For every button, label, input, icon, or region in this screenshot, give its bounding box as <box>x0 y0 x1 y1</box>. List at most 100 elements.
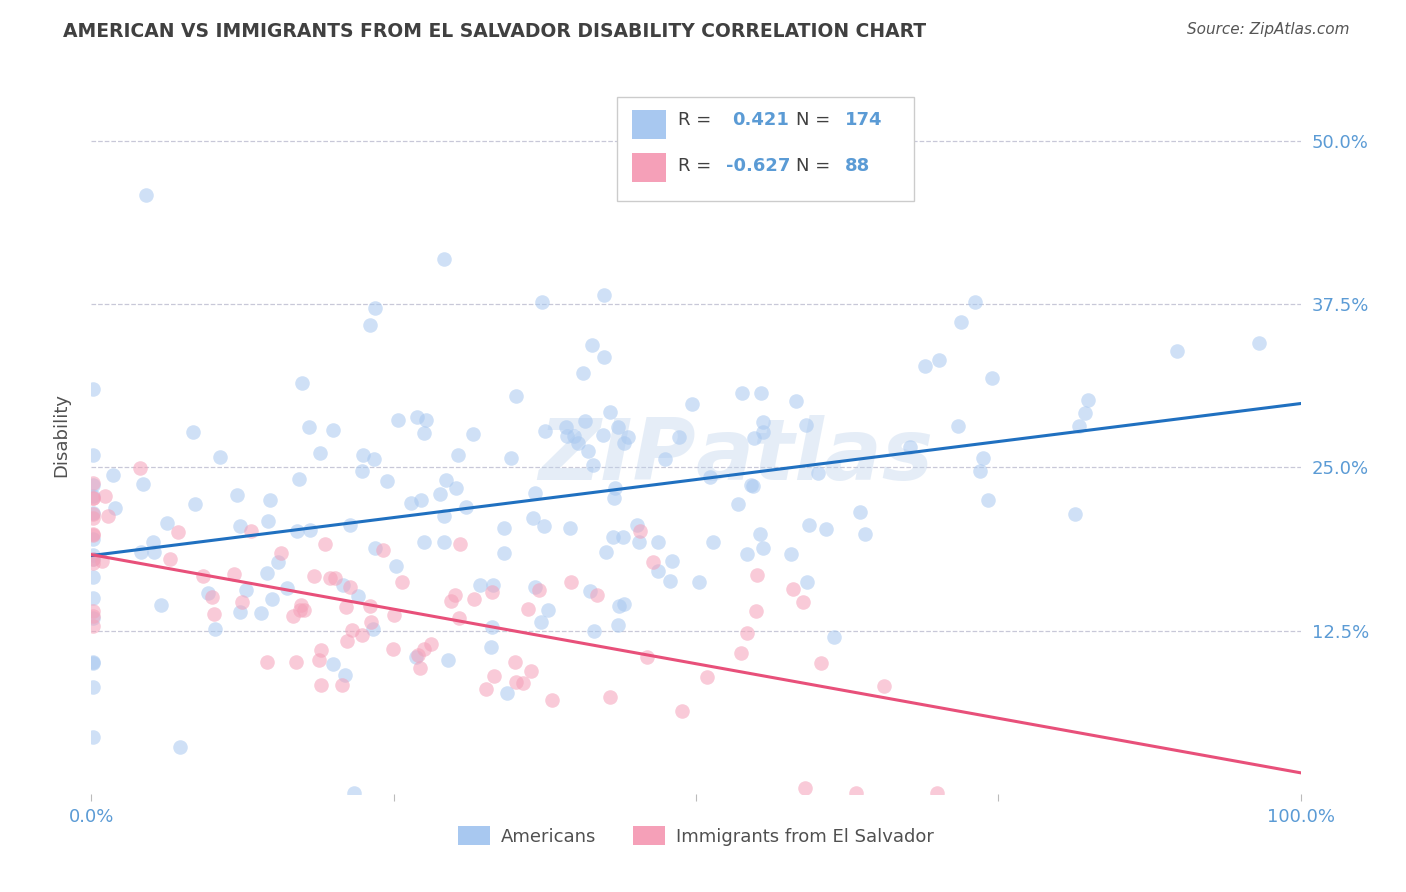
Point <box>308 653 330 667</box>
Point <box>412 641 434 656</box>
Point <box>617 430 640 444</box>
Point <box>409 661 432 675</box>
Point <box>572 366 595 380</box>
Point <box>82 526 104 541</box>
Point <box>411 492 433 507</box>
Point <box>270 546 292 560</box>
Text: N =: N = <box>796 112 837 129</box>
Point <box>613 598 636 612</box>
Point <box>815 522 838 536</box>
Point <box>420 637 443 651</box>
Point <box>595 545 617 559</box>
Point <box>782 582 804 597</box>
Point <box>229 519 252 533</box>
Point <box>294 603 316 617</box>
Point <box>262 591 284 606</box>
Point <box>259 493 281 508</box>
Point <box>742 431 765 445</box>
Point <box>735 626 758 640</box>
Point <box>593 350 616 364</box>
Point <box>82 570 104 584</box>
Point <box>749 526 772 541</box>
Point <box>727 497 749 511</box>
Point <box>391 574 413 589</box>
Point <box>447 611 470 625</box>
Point <box>796 575 818 590</box>
Point <box>202 607 225 621</box>
Point <box>579 583 602 598</box>
Point <box>581 338 603 352</box>
Point <box>520 664 543 678</box>
Point <box>143 545 166 559</box>
Point <box>363 541 385 556</box>
Point <box>799 518 821 533</box>
Point <box>135 188 157 202</box>
Point <box>352 448 374 462</box>
Point <box>82 609 104 624</box>
Point <box>446 482 468 496</box>
Point <box>752 415 775 429</box>
Point <box>82 604 104 618</box>
Point <box>347 590 370 604</box>
Point <box>593 288 616 302</box>
Point <box>415 412 437 426</box>
Point <box>505 675 527 690</box>
Point <box>159 551 181 566</box>
Text: -0.627: -0.627 <box>725 157 790 175</box>
Point <box>250 606 273 620</box>
Point <box>555 420 578 434</box>
Point <box>256 566 278 581</box>
Point <box>183 425 205 440</box>
Point <box>780 547 803 561</box>
Point <box>740 477 762 491</box>
Point <box>82 548 104 562</box>
Point <box>437 653 460 667</box>
Point <box>433 535 456 549</box>
Point <box>169 740 191 755</box>
Point <box>1074 406 1097 420</box>
Point <box>256 655 278 669</box>
Point <box>371 543 394 558</box>
Point <box>603 491 626 505</box>
Point <box>749 385 772 400</box>
Point <box>505 389 527 403</box>
Point <box>360 615 382 629</box>
Point <box>668 430 690 444</box>
Point <box>492 546 515 560</box>
Point <box>281 609 304 624</box>
Point <box>291 376 314 390</box>
Point <box>340 623 363 637</box>
Point <box>792 594 814 608</box>
Point <box>636 650 658 665</box>
Point <box>288 603 311 617</box>
Point <box>82 448 104 462</box>
Point <box>82 506 104 520</box>
Point <box>82 491 104 506</box>
Point <box>1077 393 1099 408</box>
Point <box>574 414 596 428</box>
Point <box>524 485 547 500</box>
Point <box>582 458 605 472</box>
Point <box>654 451 676 466</box>
Point <box>335 600 357 615</box>
Point <box>449 536 471 550</box>
Point <box>735 547 758 561</box>
Point <box>131 476 153 491</box>
Point <box>82 478 104 492</box>
Point <box>298 420 321 434</box>
Point <box>499 451 522 466</box>
Point <box>582 624 605 639</box>
Text: atlas: atlas <box>696 415 934 498</box>
Point <box>628 524 651 538</box>
Point <box>603 481 626 495</box>
Point <box>298 524 321 538</box>
Point <box>433 508 456 523</box>
Point <box>82 507 104 521</box>
Point <box>82 730 104 744</box>
Point <box>950 315 973 329</box>
Point <box>823 630 845 644</box>
Point <box>730 646 752 660</box>
Point <box>495 686 517 700</box>
Point <box>364 301 387 315</box>
Point <box>309 643 332 657</box>
